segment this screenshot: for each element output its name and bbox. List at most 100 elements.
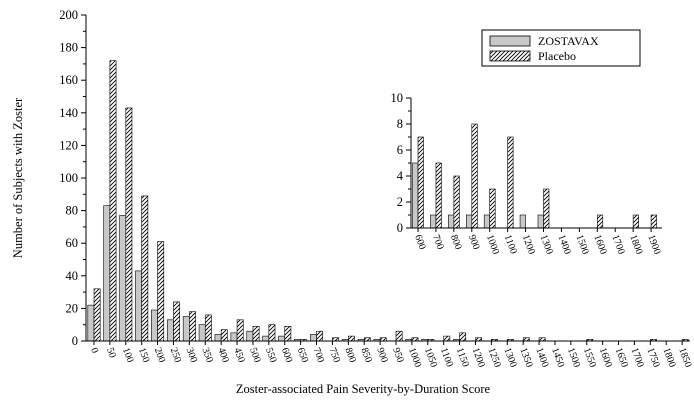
main-bar-placebo-800 (348, 335, 355, 342)
main-bar-zostavax-250 (166, 319, 174, 342)
inset-bar-zostavax-900 (465, 214, 473, 229)
main-bar-placebo-100 (125, 107, 133, 342)
main-bar-zostavax-550 (262, 335, 270, 342)
inset-x-tick-label: 1700 (609, 233, 626, 256)
main-bar-placebo-350 (204, 314, 212, 342)
inset-x-tick-label: 600 (412, 233, 427, 251)
inset-x-tick-label: 1200 (520, 233, 537, 256)
inset-bar-zostavax-1000 (483, 214, 491, 229)
inset-bar-zostavax-1300 (537, 214, 544, 229)
main-bar-placebo-150 (141, 195, 149, 342)
inset-bar-zostavax-600 (412, 162, 419, 229)
main-x-tick-label: 1500 (565, 346, 582, 369)
main-x-tick-label: 400 (215, 346, 230, 364)
inset-bar-placebo-600 (417, 136, 424, 229)
legend-label-zostavax: ZOSTAVAX (538, 34, 599, 48)
inset-bar-zostavax-800 (448, 214, 455, 229)
main-x-tick-label: 1300 (501, 346, 518, 369)
main-x-tick-label: 750 (327, 346, 342, 364)
main-bar-placebo-50 (109, 60, 117, 342)
inset-bar-placebo-900 (471, 123, 478, 229)
main-x-tick-label: 300 (184, 346, 199, 364)
main-bar-zostavax-400 (214, 334, 222, 342)
main-x-tick-label: 550 (263, 346, 278, 364)
inset-x-tick-label: 1100 (502, 233, 519, 255)
main-x-tick-label: 900 (374, 346, 389, 364)
main-x-tick-label: 1650 (613, 346, 630, 369)
inset-bar-placebo-1600 (596, 214, 604, 229)
inset-y-tick-label: 6 (397, 143, 403, 157)
main-x-tick-label: 1600 (597, 346, 614, 369)
main-x-tick-label: 1750 (644, 346, 661, 369)
main-bar-placebo-1150 (459, 332, 467, 342)
inset-x-tick-label: 700 (430, 233, 445, 251)
main-x-tick-label: 1850 (676, 346, 693, 369)
inset-y-tick-label: 4 (397, 169, 404, 183)
main-x-tick-label: 1800 (660, 346, 677, 369)
inset-x-tick-label: 1600 (591, 233, 608, 256)
main-y-tick-label: 20 (66, 301, 79, 315)
main-x-tick-label: 1350 (517, 346, 534, 369)
main-bar-placebo-450 (236, 319, 244, 342)
inset-y-tick-label: 2 (397, 195, 403, 209)
main-bar-zostavax-300 (182, 316, 190, 342)
main-bar-zostavax-50 (103, 205, 111, 342)
main-bar-placebo-700 (316, 330, 324, 342)
main-y-tick-label: 60 (66, 236, 79, 250)
main-y-tick-label: 180 (59, 41, 78, 55)
main-bar-zostavax-350 (198, 324, 206, 342)
main-y-tick-label: 200 (59, 8, 78, 22)
main-bar-placebo-950 (395, 330, 403, 342)
main-x-tick-label: 1400 (533, 346, 550, 369)
legend-swatch-zostavax (489, 35, 531, 47)
main-bar-zostavax-700 (310, 334, 317, 342)
inset-bar-placebo-1900 (650, 214, 657, 229)
inset-bar-placebo-1800 (632, 214, 639, 229)
main-x-tick-label: 150 (136, 346, 151, 364)
main-bar-zostavax-450 (230, 332, 238, 342)
inset-x-tick-label: 1300 (538, 233, 555, 256)
main-x-tick-label: 650 (295, 346, 310, 364)
inset-bar-placebo-800 (453, 175, 460, 229)
main-x-tick-label: 700 (311, 346, 326, 364)
inset-bar-zostavax-1200 (519, 214, 526, 229)
main-x-tick-label: 1700 (629, 346, 646, 369)
main-bar-placebo-1100 (443, 335, 451, 342)
inset-x-tick-label: 1500 (574, 233, 591, 256)
main-x-tick-label: 50 (104, 346, 118, 359)
main-bar-zostavax-600 (278, 335, 286, 342)
main-x-tick-label: 500 (247, 346, 262, 364)
main-x-tick-label: 1250 (486, 346, 503, 369)
main-y-tick-label: 140 (59, 106, 78, 120)
main-x-tick-label: 1150 (454, 346, 471, 368)
x-axis-title: Zoster-associated Pain Severity-by-Durat… (236, 382, 491, 396)
inset-bar-placebo-1100 (507, 136, 514, 229)
main-bar-placebo-200 (157, 241, 165, 342)
inset-x-tick-label: 1400 (556, 233, 573, 256)
legend-swatch-placebo (489, 50, 531, 62)
main-y-tick-label: 120 (59, 138, 78, 152)
main-x-tick-label: 1050 (422, 346, 439, 369)
inset-y-tick-label: 0 (397, 221, 403, 235)
inset-x-tick-label: 1800 (627, 233, 644, 256)
main-x-tick-label: 100 (120, 346, 135, 364)
main-y-tick-label: 160 (59, 73, 78, 87)
main-bar-placebo-550 (268, 324, 276, 342)
inset-x-tick-label: 1000 (484, 233, 501, 256)
inset-bar-zostavax-700 (430, 214, 437, 229)
main-x-tick-label: 1000 (406, 346, 423, 369)
main-x-tick-label: 850 (358, 346, 373, 364)
main-x-tick-label: 450 (231, 346, 246, 364)
main-bar-zostavax-200 (151, 309, 158, 342)
main-x-tick-label: 800 (342, 346, 357, 364)
main-x-tick-label: 1550 (581, 346, 598, 369)
main-x-tick-label: 200 (152, 346, 167, 364)
legend-label-placebo: Placebo (538, 49, 576, 63)
main-y-tick-label: 40 (66, 269, 79, 283)
main-bar-placebo-400 (220, 329, 228, 342)
main-x-tick-label: 1450 (549, 346, 566, 369)
